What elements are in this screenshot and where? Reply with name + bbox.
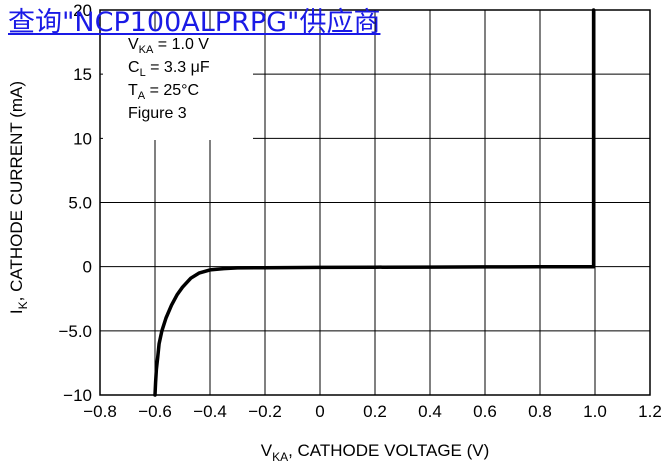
y-tick-label: 0 bbox=[83, 258, 92, 277]
supplier-search-link[interactable]: 查询"NCP100ALPRPG"供应商 bbox=[8, 7, 381, 38]
y-tick-label: 5.0 bbox=[68, 194, 92, 213]
y-tick-label: 15 bbox=[73, 65, 92, 84]
x-tick-label: 0.6 bbox=[473, 402, 497, 421]
x-tick-label: 1.0 bbox=[583, 402, 607, 421]
x-tick-label: 0 bbox=[315, 402, 324, 421]
plot-frame bbox=[99, 9, 651, 396]
annotation-line: VKA = 1.0 V bbox=[128, 36, 209, 56]
tick-labels: −0.8 −0.6 −0.4 −0.2 0 0.2 0.4 0.6 0.8 1.0 1.2 −10 −5… bbox=[58, 1, 661, 421]
series-layer bbox=[153, 8, 596, 397]
x-axis-label: VKA, CATHODE VOLTAGE (V) bbox=[261, 441, 490, 464]
y-tick-label: −5.0 bbox=[58, 322, 92, 341]
annotation-line: Figure 3 bbox=[128, 105, 187, 122]
y-tick-label: 10 bbox=[73, 129, 92, 148]
x-tick-label: 0.2 bbox=[363, 402, 387, 421]
characteristic-curve bbox=[153, 8, 596, 397]
x-tick-label: −0.6 bbox=[138, 402, 172, 421]
annotation-box: VKA = 1.0 V CL = 3.3 μF TA = 25°C Figure 3 bbox=[128, 36, 210, 122]
x-tick-label: −0.4 bbox=[193, 402, 227, 421]
y-tick-label: 20 bbox=[73, 1, 92, 20]
x-tick-label: 1.2 bbox=[638, 402, 662, 421]
x-tick-label: 0.8 bbox=[528, 402, 552, 421]
x-tick-label: −0.2 bbox=[248, 402, 282, 421]
annotation-line: CL = 3.3 μF bbox=[128, 59, 210, 79]
y-axis-label: IK, CATHODE CURRENT (mA) bbox=[7, 81, 30, 314]
annotation-background bbox=[103, 30, 253, 140]
x-tick-label: −0.8 bbox=[83, 402, 117, 421]
x-tick-label: 0.4 bbox=[418, 402, 442, 421]
annotation-line: TA = 25°C bbox=[128, 82, 199, 102]
y-tick-label: −10 bbox=[63, 386, 92, 405]
